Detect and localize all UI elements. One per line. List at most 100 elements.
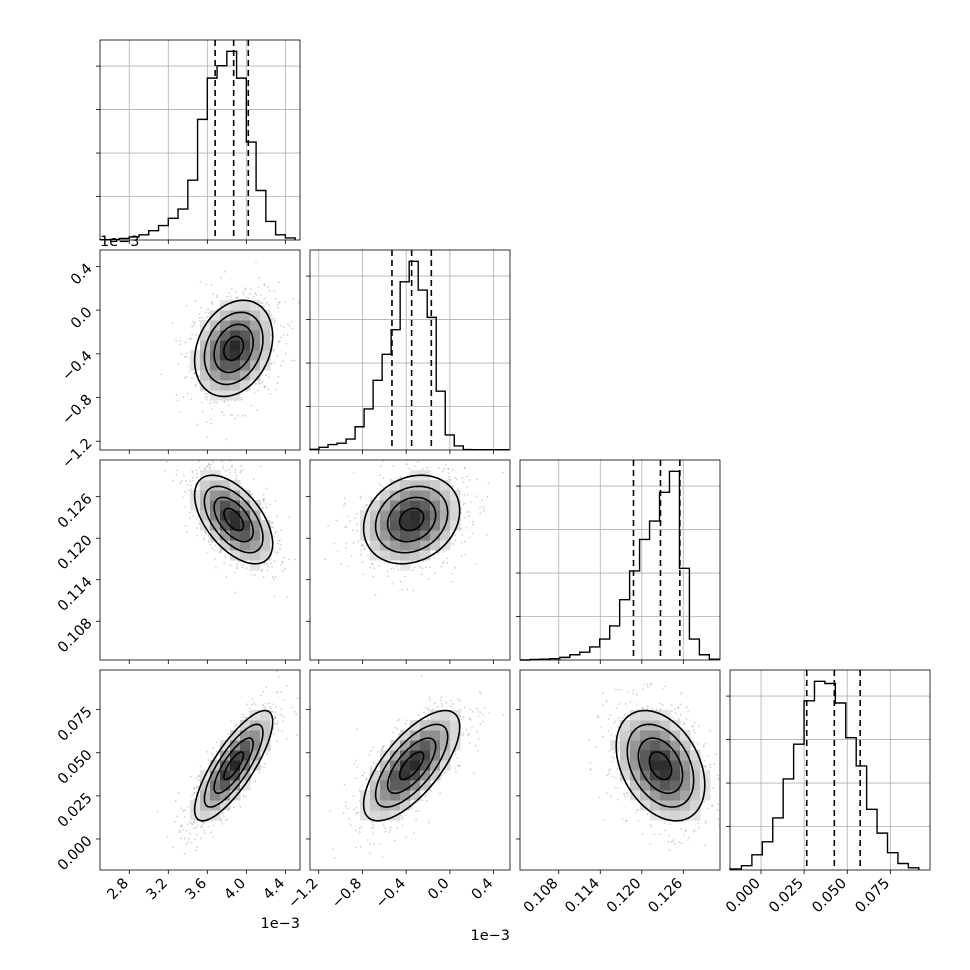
scatter-point	[353, 763, 356, 765]
scatter-point	[399, 476, 402, 478]
scatter-point	[234, 591, 237, 594]
scatter-point	[207, 759, 210, 761]
scatter-point	[234, 468, 237, 471]
scatter-point	[257, 382, 260, 385]
scatter-point	[372, 820, 375, 823]
density-cell	[430, 530, 441, 541]
scatter-point	[301, 714, 303, 716]
scatter-point	[163, 470, 166, 472]
scatter-point	[291, 359, 293, 362]
scatter-point	[481, 721, 484, 723]
scatter-point	[274, 723, 277, 725]
scatter-point	[234, 417, 237, 420]
scatter-point	[433, 458, 435, 460]
scatter-point	[264, 707, 267, 709]
scatter-point	[481, 499, 483, 502]
scatter-point	[278, 281, 281, 284]
scatter-point	[377, 482, 380, 484]
density-cell	[230, 760, 241, 771]
scatter-point	[239, 469, 242, 472]
density-cell	[390, 530, 401, 541]
scatter-point	[346, 807, 349, 810]
density-cell	[220, 360, 231, 371]
scatter-point	[222, 811, 225, 814]
scatter-point	[224, 819, 227, 822]
scatter-point	[401, 824, 404, 827]
scatter-point	[204, 530, 207, 533]
x-tick-label-0-1: 3.2	[143, 876, 171, 904]
scatter-point	[274, 499, 277, 502]
density-cell	[260, 710, 271, 721]
scatter-point	[192, 320, 194, 323]
scatter-point	[339, 563, 342, 566]
scatter-point	[228, 404, 231, 407]
density-cell	[220, 510, 231, 521]
density-cell	[250, 330, 261, 341]
scatter-point	[379, 474, 382, 477]
density-cell	[220, 530, 231, 541]
scatter-point	[204, 532, 207, 534]
scatter-point	[352, 542, 355, 544]
scatter-point	[391, 583, 394, 585]
scatter-point	[427, 707, 430, 710]
density-cell	[220, 770, 231, 781]
density-cell	[410, 780, 421, 791]
scatter-point	[226, 455, 228, 457]
scatter-point	[184, 453, 186, 455]
density-cell	[410, 750, 421, 761]
scatter-point	[358, 789, 361, 792]
density-cell	[430, 500, 441, 511]
scatter-point	[184, 506, 187, 508]
scatter-point	[292, 297, 295, 300]
scatter-point	[459, 699, 461, 702]
density-cell	[450, 490, 461, 501]
scatter-point	[313, 567, 315, 569]
scatter-point	[378, 565, 380, 567]
scatter-point	[445, 455, 447, 457]
scatter-point	[276, 740, 278, 742]
scatter-point	[284, 300, 286, 303]
scatter-point	[195, 534, 198, 537]
scatter-point	[276, 551, 279, 554]
scatter-point	[226, 818, 229, 820]
scatter-point	[267, 516, 270, 518]
scatter-point	[213, 549, 216, 551]
density-cell	[420, 510, 431, 521]
scatter-point	[280, 690, 282, 693]
scatter-point	[438, 467, 440, 469]
scatter-point	[365, 778, 368, 781]
scatter-point	[262, 499, 264, 501]
density-cell	[410, 540, 421, 551]
density-cell	[210, 350, 221, 361]
scatter-point	[259, 294, 262, 297]
density-cell	[390, 770, 401, 781]
y-tick-label-3-1: 0.025	[55, 790, 96, 831]
density-cell	[450, 710, 461, 721]
scatter-point	[395, 727, 398, 730]
scatter-point	[477, 715, 480, 718]
scatter-point	[370, 749, 373, 752]
scatter-point	[394, 726, 396, 728]
y-tick-label-2-0: 0.108	[55, 616, 96, 657]
density-cell	[230, 370, 241, 381]
scatter-point	[192, 323, 195, 326]
scatter-point	[236, 567, 238, 570]
scatter-point	[180, 480, 183, 482]
density-cell	[440, 500, 451, 511]
scatter-point	[430, 790, 432, 793]
scatter-point	[478, 690, 481, 693]
density-cell	[220, 480, 231, 491]
scatter-point	[244, 287, 247, 289]
scatter-point	[381, 746, 384, 749]
scatter-point	[198, 460, 201, 462]
scatter-point	[272, 732, 275, 735]
scatter-point	[356, 811, 358, 814]
density-cell	[250, 350, 261, 361]
x-tick-label-0-0: 2.8	[104, 876, 132, 904]
scatter-point	[296, 697, 299, 700]
hist-frame-1	[309, 249, 511, 451]
scatter-point	[213, 401, 216, 404]
scatter-point	[166, 460, 168, 463]
scatter-point	[462, 732, 465, 735]
density-cell	[400, 530, 411, 541]
